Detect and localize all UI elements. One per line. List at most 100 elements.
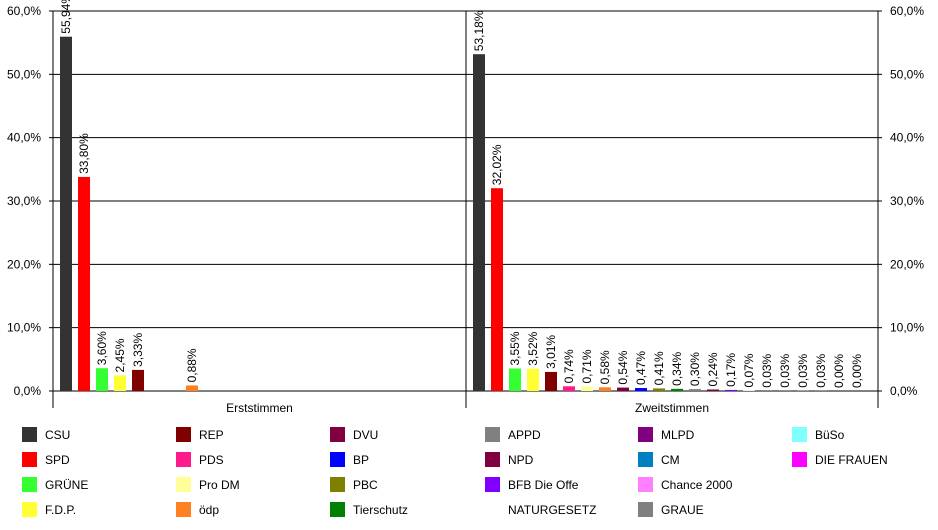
bar-value-label: 0,58% bbox=[598, 350, 612, 384]
y-tick-label-left: 50,0% bbox=[7, 67, 41, 81]
y-tick-label-right: 10,0% bbox=[890, 321, 924, 335]
bar-value-label: 0,24% bbox=[706, 352, 720, 386]
legend-swatch bbox=[485, 452, 500, 467]
legend-item-f-d-p-: F.D.P. bbox=[22, 502, 76, 517]
legend-label: BP bbox=[353, 453, 369, 467]
legend-item-die-frauen: DIE FRAUEN bbox=[792, 452, 888, 467]
legend-label: SPD bbox=[45, 453, 70, 467]
bar-value-label: 0,71% bbox=[580, 349, 594, 383]
legend-item-naturgesetz: NATURGESETZ bbox=[485, 502, 596, 517]
legend-item--dp: ödp bbox=[176, 502, 219, 517]
legend-label: PBC bbox=[353, 478, 378, 492]
bar--dp bbox=[599, 387, 611, 391]
legend-item-spd: SPD bbox=[22, 452, 70, 467]
bar-value-label: 0,17% bbox=[724, 353, 738, 387]
legend-label: ödp bbox=[199, 503, 219, 517]
bar-f-d-p- bbox=[114, 375, 126, 391]
bar-rep bbox=[132, 369, 144, 391]
legend-swatch bbox=[330, 427, 345, 442]
bar-value-label: 0,54% bbox=[616, 350, 630, 384]
bar-value-label: 33,80% bbox=[77, 133, 91, 174]
legend-swatch bbox=[330, 502, 345, 517]
legend-swatch bbox=[176, 502, 191, 517]
legend-item-pro-dm: Pro DM bbox=[176, 477, 240, 492]
y-tick-label-right: 0,0% bbox=[890, 384, 918, 398]
legend-item-chance-2000: Chance 2000 bbox=[638, 477, 733, 492]
legend-label: GRÜNE bbox=[45, 478, 88, 492]
y-tick-label-left: 0,0% bbox=[14, 384, 42, 398]
bar-value-label: 0,00% bbox=[832, 354, 846, 388]
legend-item-graue: GRAUE bbox=[638, 502, 704, 517]
bar-value-label: 3,33% bbox=[131, 333, 145, 367]
legend-label: NPD bbox=[508, 453, 534, 467]
legend-item-npd: NPD bbox=[485, 452, 534, 467]
legend-item-cm: CM bbox=[638, 452, 680, 467]
bar-value-label: 3,01% bbox=[544, 335, 558, 369]
legend-swatch bbox=[485, 477, 500, 492]
panel-zweitstimmen: Zweitstimmen 53,18% 32,02% 3,55% 3,52% 3,01% 0… bbox=[472, 10, 864, 415]
bar-value-label: 0,03% bbox=[760, 353, 774, 387]
legend-label: REP bbox=[199, 428, 224, 442]
legend-swatch bbox=[176, 452, 191, 467]
legend-swatch bbox=[22, 427, 37, 442]
legend-swatch bbox=[176, 427, 191, 442]
legend-swatch bbox=[22, 477, 37, 492]
bar-pro-dm bbox=[581, 386, 593, 391]
legend-label: DVU bbox=[353, 428, 378, 442]
bar-spd bbox=[491, 188, 503, 391]
panel-erststimmen: Erststimmen 55,94% 33,80% 3,60% 2,45% 3,33% 0,… bbox=[59, 0, 293, 415]
panel-title: Erststimmen bbox=[226, 401, 293, 415]
legend-label: CSU bbox=[45, 428, 70, 442]
bar-value-label: 0,07% bbox=[742, 353, 756, 387]
bar-rep bbox=[545, 371, 557, 391]
legend-item-pbc: PBC bbox=[330, 477, 378, 492]
legend-item-csu: CSU bbox=[22, 427, 70, 442]
legend-label: Chance 2000 bbox=[661, 478, 733, 492]
y-tick-label-right: 60,0% bbox=[890, 4, 924, 18]
y-tick-label-left: 60,0% bbox=[7, 4, 41, 18]
legend-label: Tierschutz bbox=[353, 503, 408, 517]
y-tick-label-left: 20,0% bbox=[7, 257, 41, 271]
legend-item-bp: BP bbox=[330, 452, 369, 467]
legend-label: APPD bbox=[508, 428, 541, 442]
bar-bfb-die-offe bbox=[725, 389, 737, 391]
legend-swatch bbox=[792, 452, 807, 467]
bar-spd bbox=[78, 176, 90, 391]
bar-value-label: 0,34% bbox=[670, 351, 684, 385]
bar-npd bbox=[707, 389, 719, 391]
legend-label: NATURGESETZ bbox=[508, 503, 596, 517]
legend-label: BFB Die Offe bbox=[508, 478, 579, 492]
legend-swatch bbox=[330, 477, 345, 492]
bar--dp bbox=[186, 385, 198, 391]
legend-label: MLPD bbox=[661, 428, 695, 442]
legend-label: F.D.P. bbox=[45, 503, 76, 517]
bar-value-label: 55,94% bbox=[59, 0, 73, 34]
legend-label: Pro DM bbox=[199, 478, 240, 492]
bar-tierschutz bbox=[671, 388, 683, 391]
gridlines bbox=[52, 10, 879, 408]
bar-value-label: 0,47% bbox=[634, 351, 648, 385]
y-tick-label-right: 30,0% bbox=[890, 194, 924, 208]
bar-value-label: 0,41% bbox=[652, 351, 666, 385]
bar-value-label: 0,74% bbox=[562, 349, 576, 383]
legend-swatch bbox=[792, 427, 807, 442]
bar-value-label: 32,02% bbox=[490, 144, 504, 185]
panel-title: Zweitstimmen bbox=[635, 401, 709, 415]
y-tick-label-left: 30,0% bbox=[7, 194, 41, 208]
legend-swatch bbox=[638, 477, 653, 492]
bar-csu bbox=[473, 54, 485, 392]
bar-value-label: 2,45% bbox=[113, 338, 127, 372]
legend-label: BüSo bbox=[815, 428, 845, 442]
y-tick-label-right: 40,0% bbox=[890, 131, 924, 145]
bar-value-label: 3,55% bbox=[508, 331, 522, 365]
bar-value-label: 53,18% bbox=[472, 10, 486, 51]
chart-panels: Erststimmen 55,94% 33,80% 3,60% 2,45% 3,33% 0,… bbox=[59, 0, 864, 415]
bar-value-label: 0,03% bbox=[796, 353, 810, 387]
bar-value-label: 0,03% bbox=[778, 353, 792, 387]
legend-swatch bbox=[485, 427, 500, 442]
bar-bp bbox=[635, 388, 647, 391]
bar-appd bbox=[689, 389, 701, 391]
legend-item-tierschutz: Tierschutz bbox=[330, 502, 408, 517]
y-axis-right: 0,0% 10,0% 20,0% 30,0% 40,0% 50,0% 60,0% bbox=[878, 4, 924, 398]
